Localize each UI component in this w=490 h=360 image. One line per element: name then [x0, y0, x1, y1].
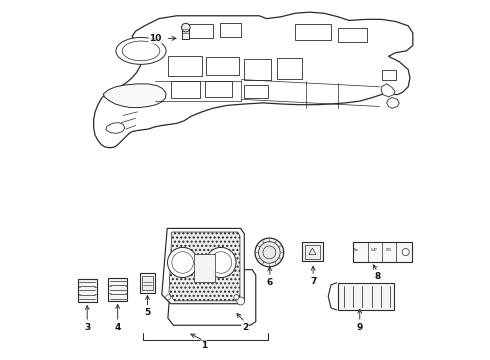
Text: 10: 10	[149, 34, 162, 43]
Circle shape	[402, 248, 409, 256]
Bar	[194, 253, 215, 282]
Bar	[172, 81, 200, 98]
Text: Pwr: Pwr	[354, 248, 360, 252]
Circle shape	[168, 247, 197, 278]
Text: 3: 3	[84, 323, 90, 332]
Circle shape	[172, 252, 194, 273]
Polygon shape	[162, 228, 245, 304]
Text: HTG: HTG	[385, 248, 392, 252]
Circle shape	[206, 247, 236, 278]
Ellipse shape	[116, 37, 166, 64]
Bar	[338, 283, 394, 310]
Text: 7: 7	[310, 276, 317, 285]
Circle shape	[255, 238, 284, 267]
Polygon shape	[168, 270, 256, 325]
Bar	[78, 279, 97, 302]
Bar	[206, 57, 239, 75]
Polygon shape	[169, 232, 240, 301]
Ellipse shape	[122, 41, 160, 61]
Polygon shape	[94, 12, 413, 148]
Polygon shape	[387, 98, 399, 108]
Bar	[245, 85, 268, 98]
Bar	[276, 58, 302, 79]
Bar	[220, 23, 242, 37]
Polygon shape	[106, 123, 125, 134]
Bar	[182, 29, 190, 39]
Circle shape	[259, 242, 280, 263]
Text: 6: 6	[267, 278, 273, 287]
Text: FLAT: FLAT	[370, 248, 377, 252]
Circle shape	[234, 295, 239, 300]
Bar	[245, 59, 271, 80]
Text: 9: 9	[357, 323, 363, 332]
Circle shape	[237, 297, 245, 305]
Bar	[304, 245, 320, 258]
Bar	[382, 69, 396, 80]
Text: 4: 4	[115, 323, 121, 332]
Bar	[353, 242, 412, 262]
Text: 2: 2	[242, 323, 248, 332]
Circle shape	[263, 246, 276, 259]
Circle shape	[166, 295, 171, 300]
Text: 1: 1	[200, 341, 207, 350]
Bar	[302, 242, 323, 261]
Bar	[205, 81, 232, 97]
Text: 5: 5	[145, 308, 150, 317]
Bar	[168, 56, 202, 76]
Bar	[142, 276, 153, 290]
Text: 8: 8	[374, 272, 381, 281]
Bar	[140, 273, 155, 293]
Bar	[108, 278, 127, 301]
Polygon shape	[103, 84, 166, 108]
Circle shape	[210, 252, 232, 273]
Bar	[338, 28, 367, 42]
Bar	[184, 24, 213, 39]
Circle shape	[181, 23, 190, 32]
Bar	[295, 24, 331, 40]
Polygon shape	[381, 84, 395, 97]
